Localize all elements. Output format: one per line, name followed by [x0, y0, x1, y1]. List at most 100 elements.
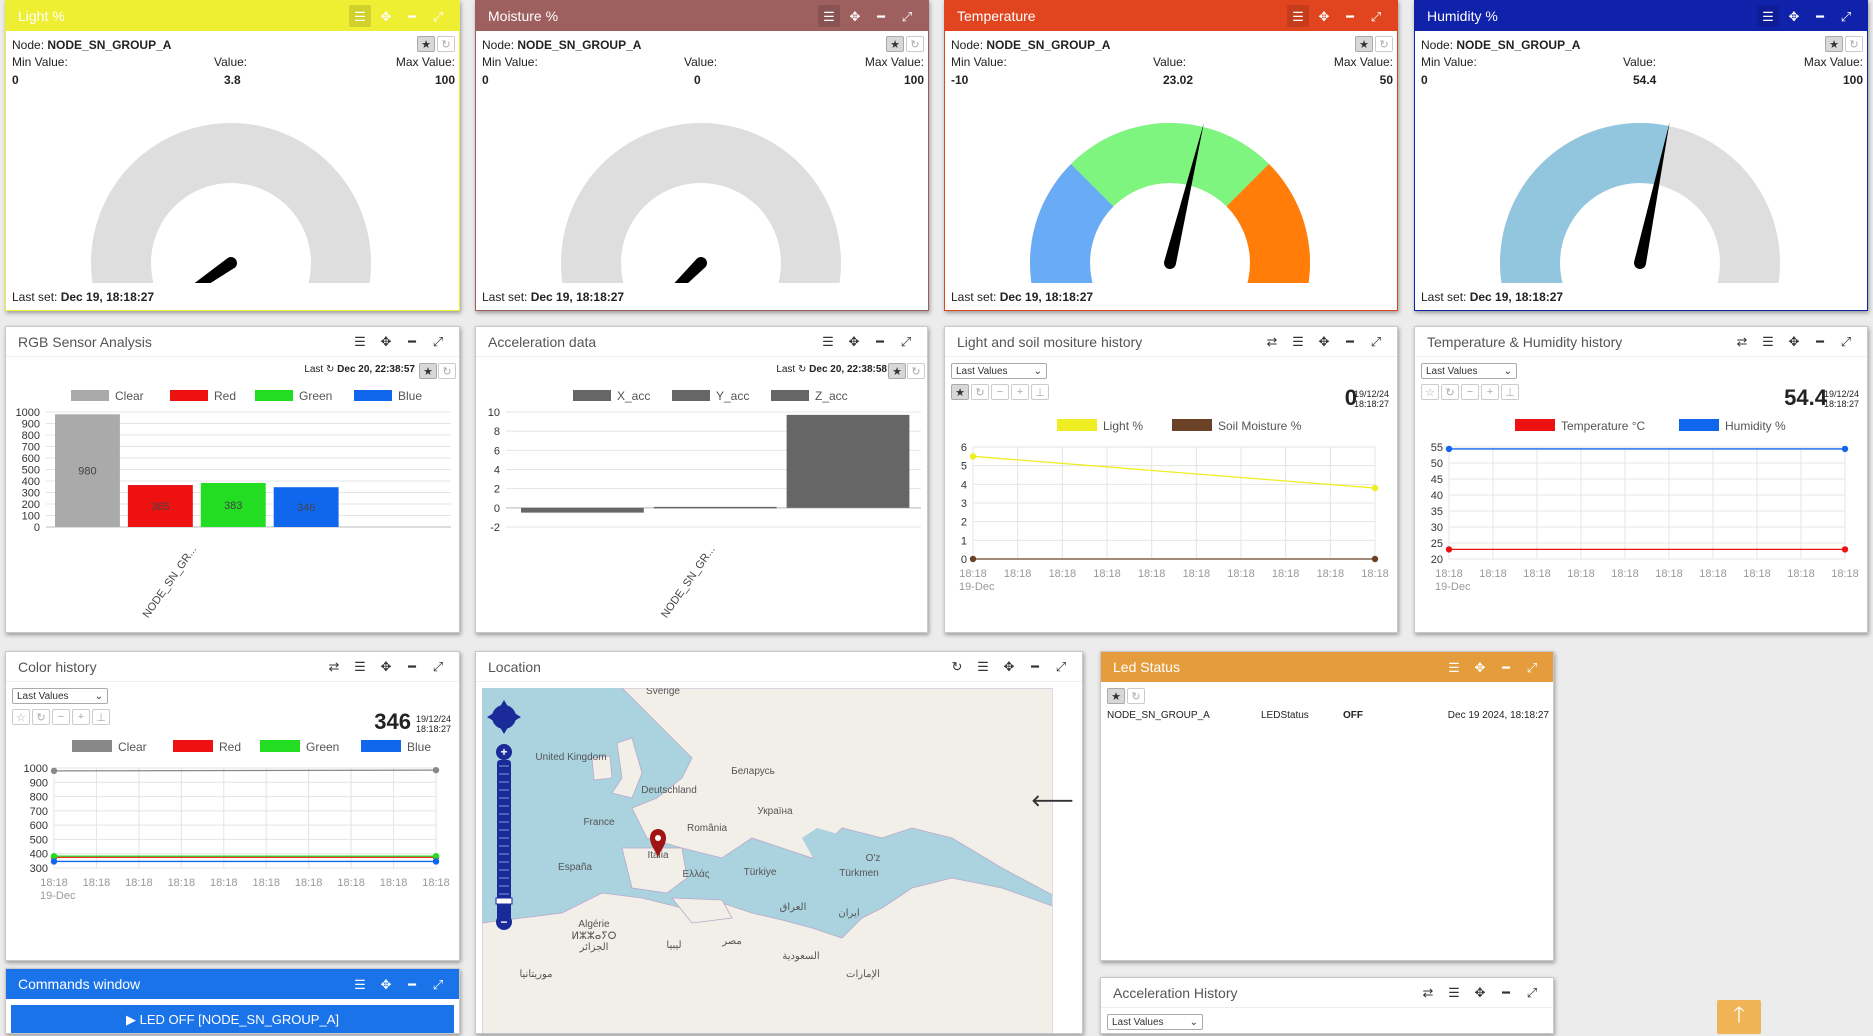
minimize-icon[interactable]: ━ [408, 976, 416, 992]
led-off-button[interactable]: ▶ LED OFF [NODE_SN_GROUP_A] [11, 1005, 454, 1033]
minus-icon[interactable]: − [52, 709, 70, 725]
move-icon[interactable]: ✥ [380, 8, 392, 24]
move-icon[interactable]: ✥ [1788, 8, 1800, 24]
refresh-icon[interactable]: ↻ [437, 36, 455, 52]
menu-icon[interactable]: ☰ [822, 334, 834, 349]
star-icon[interactable]: ★ [888, 363, 906, 379]
refresh-icon[interactable]: ↻ [1375, 36, 1393, 52]
menu-icon[interactable]: ☰ [349, 5, 371, 27]
plus-icon[interactable]: + [1011, 384, 1029, 400]
refresh-icon[interactable]: ↻ [1845, 36, 1863, 52]
hierarchy-icon[interactable]: ⊥ [92, 709, 110, 725]
star-icon[interactable]: ★ [1825, 36, 1843, 52]
bar [653, 506, 777, 509]
move-icon[interactable]: ✥ [1318, 8, 1330, 24]
minimize-icon[interactable]: ━ [1502, 985, 1510, 1000]
minimize-icon[interactable]: ━ [1031, 659, 1039, 674]
menu-icon[interactable]: ☰ [818, 5, 840, 27]
move-icon[interactable]: ✥ [1788, 334, 1800, 349]
acceleration-widget: Acceleration data ☰ ✥ ━ ⤢ Last ↻ Dec 20, 22… [475, 326, 928, 633]
minimize-icon[interactable]: ━ [1816, 334, 1824, 349]
hierarchy-icon[interactable]: ⊥ [1031, 384, 1049, 400]
move-icon[interactable]: ✥ [1318, 334, 1330, 349]
refresh-icon[interactable]: ↻ [438, 363, 456, 379]
menu-icon[interactable]: ☰ [977, 659, 989, 674]
expand-icon[interactable]: ⤢ [900, 334, 912, 349]
menu-icon[interactable]: ☰ [1762, 334, 1774, 349]
minus-icon[interactable]: − [991, 384, 1009, 400]
menu-icon[interactable]: ☰ [1448, 985, 1460, 1000]
move-icon[interactable]: ✥ [1474, 985, 1486, 1000]
range-select[interactable]: Last Values ⌄ [1107, 1014, 1203, 1030]
star-icon[interactable]: ★ [1355, 36, 1373, 52]
star-icon[interactable]: ☆ [1421, 384, 1439, 400]
expand-icon[interactable]: ⤢ [1840, 8, 1852, 24]
swap-icon[interactable]: ⇄ [1736, 334, 1748, 349]
minimize-icon[interactable]: ━ [1346, 334, 1354, 349]
expand-icon[interactable]: ⤢ [432, 659, 444, 674]
minimize-icon[interactable]: ━ [876, 334, 884, 349]
expand-icon[interactable]: ⤢ [901, 8, 913, 24]
expand-icon[interactable]: ⤢ [1526, 659, 1538, 675]
range-select[interactable]: Last Values ⌄ [1421, 363, 1517, 379]
menu-icon[interactable]: ☰ [1287, 5, 1309, 27]
minimize-icon[interactable]: ━ [408, 659, 416, 674]
star-icon[interactable]: ★ [951, 384, 969, 400]
swap-icon[interactable]: ⇄ [1266, 334, 1278, 349]
menu-icon[interactable]: ☰ [354, 659, 366, 674]
plus-icon[interactable]: + [72, 709, 90, 725]
hierarchy-icon[interactable]: ⊥ [1501, 384, 1519, 400]
minimize-icon[interactable]: ━ [877, 8, 885, 24]
refresh-icon[interactable]: ↻ [1127, 688, 1145, 704]
expand-icon[interactable]: ⤢ [1526, 985, 1538, 1000]
menu-icon[interactable]: ☰ [1292, 334, 1304, 349]
scroll-top-button[interactable]: 🡑 [1717, 1000, 1761, 1034]
expand-icon[interactable]: ⤢ [1055, 659, 1067, 674]
refresh-icon[interactable]: ↻ [951, 659, 963, 674]
expand-icon[interactable]: ⤢ [1840, 334, 1852, 349]
expand-icon[interactable]: ⤢ [1370, 8, 1382, 24]
move-icon[interactable]: ✥ [380, 334, 392, 349]
range-select[interactable]: Last Values ⌄ [12, 688, 108, 704]
move-icon[interactable]: ✥ [1474, 659, 1486, 675]
menu-icon[interactable]: ☰ [354, 334, 366, 349]
star-icon[interactable]: ☆ [12, 709, 30, 725]
minimize-icon[interactable]: ━ [408, 8, 416, 24]
refresh-icon[interactable]: ↻ [1441, 384, 1459, 400]
star-icon[interactable]: ★ [1107, 688, 1125, 704]
expand-icon[interactable]: ⤢ [1370, 334, 1382, 349]
y-tick-label: -2 [490, 522, 500, 534]
refresh-icon[interactable]: ↻ [907, 363, 925, 379]
minimize-icon[interactable]: ━ [1502, 659, 1510, 675]
expand-icon[interactable]: ⤢ [432, 976, 444, 992]
move-icon[interactable]: ✥ [380, 976, 392, 992]
expand-icon[interactable]: ⤢ [432, 334, 444, 349]
move-icon[interactable]: ✥ [380, 659, 392, 674]
star-icon[interactable]: ★ [886, 36, 904, 52]
minimize-icon[interactable]: ━ [408, 334, 416, 349]
color-history-line-chart: Clear Red Green Blue 300 400 500 600 700 800 900 10… [24, 740, 450, 902]
minimize-icon[interactable]: ━ [1816, 8, 1824, 24]
map-place-label: موريتانيا [519, 969, 552, 980]
refresh-icon[interactable]: ↻ [32, 709, 50, 725]
refresh-icon[interactable]: ↻ [971, 384, 989, 400]
minimize-icon[interactable]: ━ [1346, 8, 1354, 24]
last-set-time: Dec 19, 18:18:27 [999, 290, 1094, 304]
star-icon[interactable]: ★ [419, 363, 437, 379]
menu-icon[interactable]: ☰ [1448, 659, 1460, 675]
move-icon[interactable]: ✥ [849, 8, 861, 24]
minus-icon[interactable]: − [1461, 384, 1479, 400]
menu-icon[interactable]: ☰ [354, 976, 366, 992]
expand-icon[interactable]: ⤢ [432, 8, 444, 24]
swap-icon[interactable]: ⇄ [1422, 985, 1434, 1000]
swap-icon[interactable]: ⇄ [328, 659, 340, 674]
menu-icon[interactable]: ☰ [1757, 5, 1779, 27]
star-icon[interactable]: ★ [417, 36, 435, 52]
move-icon[interactable]: ✥ [848, 334, 860, 349]
plus-icon[interactable]: + [1481, 384, 1499, 400]
range-select[interactable]: Last Values ⌄ [951, 363, 1047, 379]
map-view[interactable]: Sverige United Kingdom Беларусь Deutschland… [482, 688, 1058, 1034]
refresh-icon[interactable]: ↻ [906, 36, 924, 52]
move-icon[interactable]: ✥ [1003, 659, 1015, 674]
arrow-left-icon[interactable]: 🡐 [1031, 793, 1074, 810]
